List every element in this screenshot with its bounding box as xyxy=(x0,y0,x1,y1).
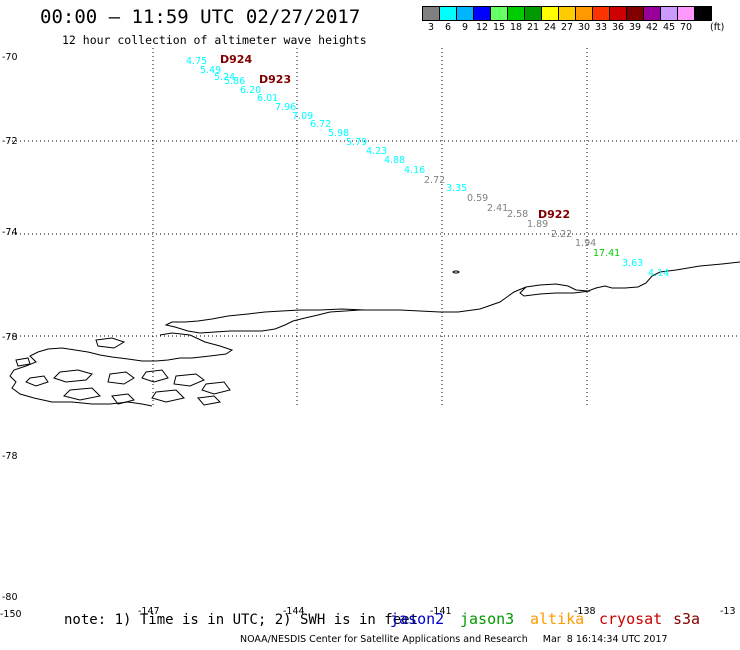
island xyxy=(95,337,126,349)
wave-height-label: 5.79 xyxy=(346,137,367,148)
cyclone-id-label: D923 xyxy=(259,73,291,86)
color-scale-label: 21 xyxy=(526,22,540,33)
note-text: note: 1) Time is in UTC; 2) SWH is in fe… xyxy=(64,612,419,628)
graticule xyxy=(8,48,740,406)
cyclone-id-label: D924 xyxy=(220,53,252,66)
legend-jason2: jason2 xyxy=(390,610,445,628)
coastline-ice-shelf xyxy=(164,261,740,334)
color-scale-label: 24 xyxy=(543,22,557,33)
lat-label: -80 xyxy=(2,592,18,603)
wave-height-label: 2.72 xyxy=(424,175,445,186)
island xyxy=(25,375,49,387)
island xyxy=(151,389,185,403)
color-scale-label: 70 xyxy=(679,22,693,33)
legend-altika: altika xyxy=(530,610,585,628)
cyclone-id-label: D922 xyxy=(538,208,570,221)
wave-height-label: 1.89 xyxy=(527,219,548,230)
color-scale-label: 3 xyxy=(427,22,435,33)
color-scale-label: 42 xyxy=(645,22,659,33)
color-scale-label: 27 xyxy=(560,22,574,33)
lon-label: -13 xyxy=(720,606,736,617)
color-scale-bar xyxy=(422,6,712,21)
color-scale-label: 30 xyxy=(577,22,591,33)
legend-jason3: jason3 xyxy=(460,610,515,628)
wave-height-label: 6.72 xyxy=(310,119,331,130)
map-subtitle: 12 hour collection of altimeter wave hei… xyxy=(62,33,367,47)
lat-label: -72 xyxy=(2,136,18,147)
wave-height-label: 1.94 xyxy=(575,238,596,249)
island xyxy=(173,373,205,387)
color-scale-unit: (ft) xyxy=(710,22,725,33)
wave-height-label: 5.24 xyxy=(214,72,235,83)
island xyxy=(63,387,102,401)
lon-label: -138 xyxy=(574,606,596,617)
wave-height-label: 6.01 xyxy=(257,93,278,104)
island xyxy=(107,371,135,385)
color-scale-label: 39 xyxy=(628,22,642,33)
island xyxy=(141,369,169,383)
color-scale-label: 9 xyxy=(461,22,469,33)
wave-height-label: 0.59 xyxy=(467,193,488,204)
island xyxy=(201,381,231,395)
color-scale-label: 45 xyxy=(662,22,676,33)
wave-height-label: 3.63 xyxy=(622,258,643,269)
color-scale-label: 6 xyxy=(444,22,452,33)
wave-height-label: 17.41 xyxy=(593,248,620,259)
island xyxy=(197,395,222,406)
color-scale-label: 15 xyxy=(492,22,506,33)
wave-height-label: 4.14 xyxy=(648,268,669,279)
wave-height-label: 4.23 xyxy=(366,146,387,157)
wave-height-label: 5.49 xyxy=(200,65,221,76)
credit-line: NOAA/NESDIS Center for Satellite Applica… xyxy=(240,634,668,645)
wave-height-label: 3.35 xyxy=(446,183,467,194)
wave-height-label: 4.75 xyxy=(186,56,207,67)
island xyxy=(53,369,93,383)
coastline xyxy=(9,261,740,407)
wave-height-label: 7.96 xyxy=(275,102,296,113)
wave-height-label: 2.58 xyxy=(507,209,528,220)
lat-label: -74 xyxy=(2,227,18,238)
lat-label: -70 xyxy=(2,52,18,63)
cyclone-ids: D924 D923 D922 xyxy=(220,53,570,221)
wave-height-label: 2.22 xyxy=(551,229,572,240)
wave-height-label: 2.41 xyxy=(487,203,508,214)
wave-height-label: 4.16 xyxy=(404,165,425,176)
color-scale-labels: (ft) 3 6 9 12 15 18 21 24 27 30 33 36 39 42 45 70 xyxy=(422,22,740,36)
wave-height-label: 5.86 xyxy=(224,76,245,87)
wave-height-label: 6.20 xyxy=(240,85,261,96)
island xyxy=(15,357,31,367)
color-scale-label: 18 xyxy=(509,22,523,33)
color-swatch xyxy=(694,6,712,21)
island xyxy=(452,270,460,274)
lon-label: -141 xyxy=(430,606,452,617)
wave-height-label: 4.88 xyxy=(384,155,405,166)
lon-label: -150 xyxy=(0,609,22,620)
lat-label: -78 xyxy=(2,332,18,343)
lat-label: -78 xyxy=(2,451,18,462)
island xyxy=(111,393,135,405)
coastline-west xyxy=(9,332,234,407)
legend-cryosat: cryosat xyxy=(599,610,663,628)
legend-s3a: s3a xyxy=(673,610,701,628)
map-title: 00:00 – 11:59 UTC 02/27/2017 xyxy=(40,6,361,28)
color-scale-label: 33 xyxy=(594,22,608,33)
lon-label: -144 xyxy=(283,606,305,617)
coastline-inlet xyxy=(519,286,591,297)
color-scale-label: 12 xyxy=(475,22,489,33)
wave-height-label: 5.98 xyxy=(328,128,349,139)
wave-height-layer: 4.755.495.245.866.206.017.967.096.725.98… xyxy=(186,56,669,279)
wave-height-label: 7.09 xyxy=(292,111,313,122)
color-scale-label: 36 xyxy=(611,22,625,33)
lon-label: -147 xyxy=(138,606,160,617)
